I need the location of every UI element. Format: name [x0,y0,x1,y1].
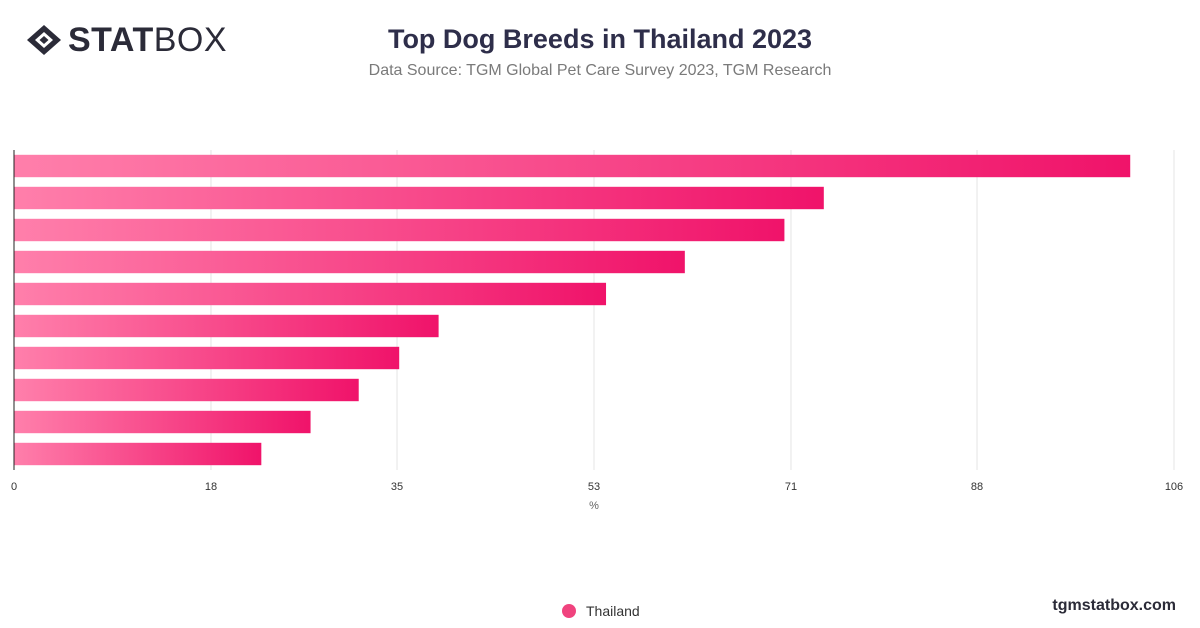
legend[interactable]: Thailand [562,603,640,619]
chart-subtitle: Data Source: TGM Global Pet Care Survey … [368,62,832,79]
statbox-logo: STATBOX [26,22,227,58]
bar-10[interactable] [14,442,262,466]
bar-6[interactable] [14,314,439,338]
logo-wordmark-thin: BOX [153,21,228,59]
footer-site-link[interactable]: tgmstatbox.com [1052,597,1176,614]
x-tick-label: 0 [11,481,17,493]
logo-wordmark: STATBOX [68,23,227,57]
bar-1[interactable] [14,154,1131,178]
bar-5[interactable] [14,282,607,306]
bar-9[interactable] [14,410,311,434]
x-tick-label: 106 [1165,481,1183,493]
chart-title: Top Dog Breeds in Thailand 2023 [387,24,813,54]
x-tick-label: 53 [588,481,600,493]
logo-wordmark-bold: STAT [68,21,154,59]
bars [14,154,1131,466]
bar-2[interactable] [14,186,824,210]
bar-7[interactable] [14,346,400,370]
legend-marker [562,604,576,618]
x-tick-label: 18 [205,481,217,493]
legend-label-thailand: Thailand [586,603,640,619]
x-tick-label: 71 [785,481,797,493]
bar-8[interactable] [14,378,359,402]
bar-4[interactable] [14,250,685,274]
x-axis-label: % [589,500,599,512]
x-tick-label: 35 [391,481,403,493]
bar-3[interactable] [14,218,785,242]
x-tick-label: 88 [971,481,983,493]
axes: 0 18 35 53 71 88 106% [11,150,1183,512]
statbox-diamond-icon [27,25,61,55]
